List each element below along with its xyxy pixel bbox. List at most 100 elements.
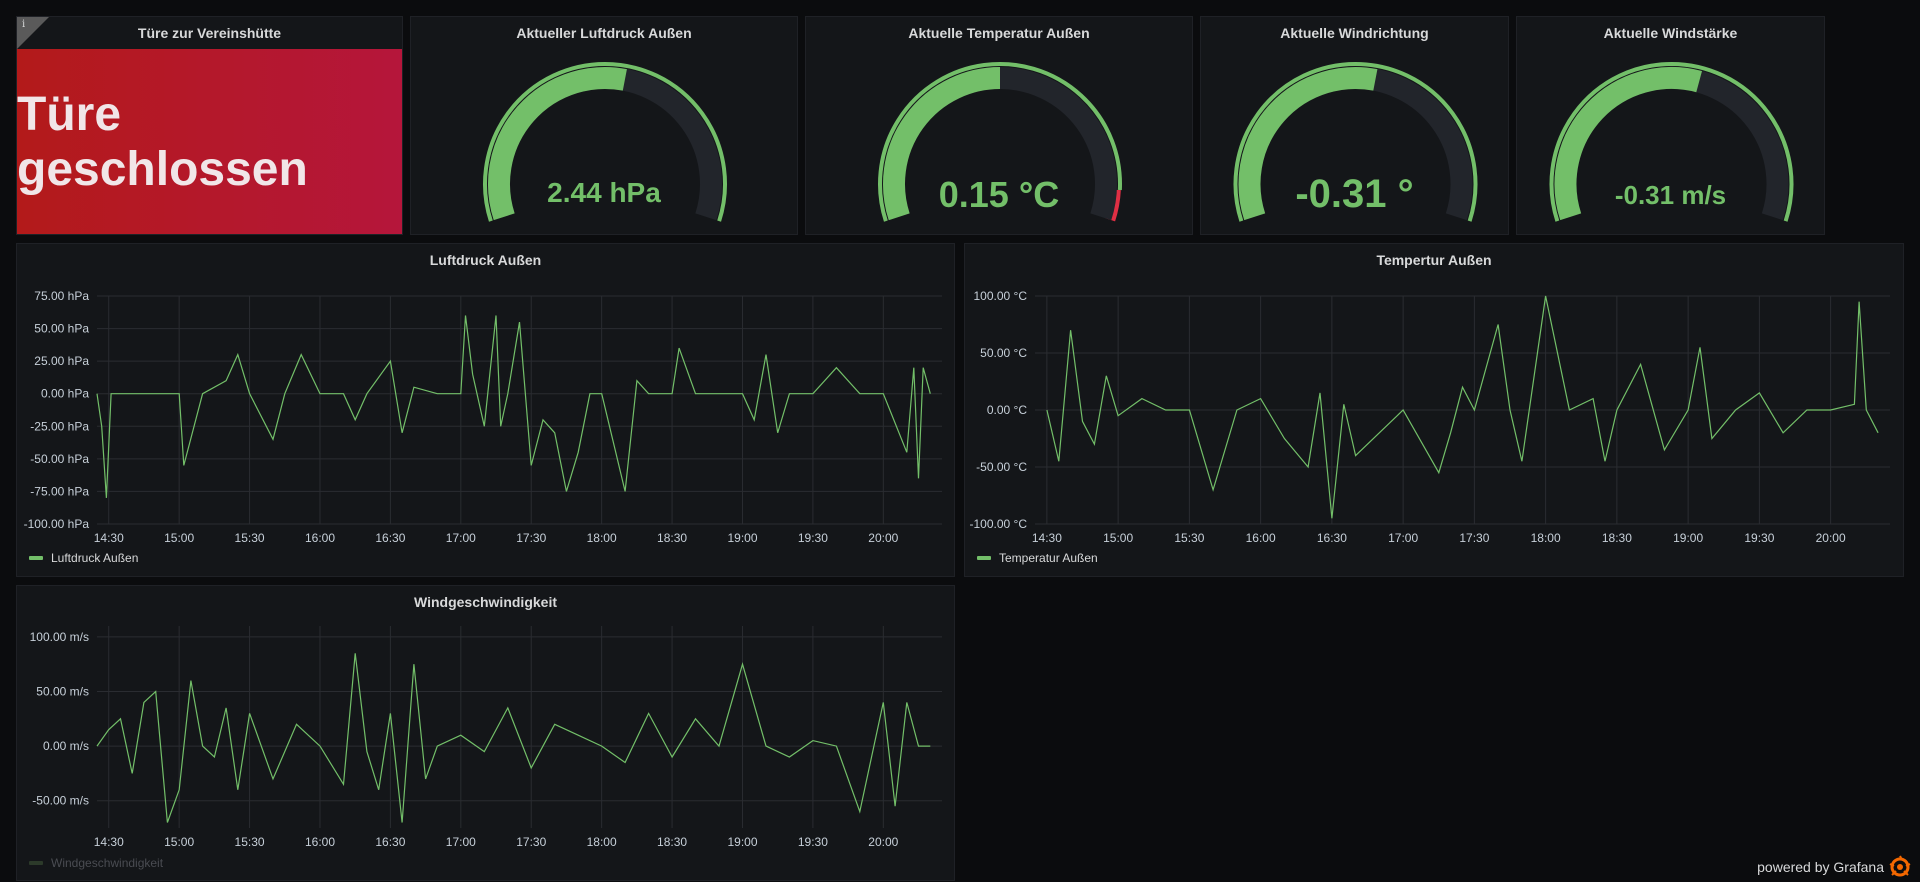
y-tick-label: -75.00 hPa [30,484,89,498]
panel-title[interactable]: Windgeschwindigkeit [414,594,557,610]
gauge-fill [883,67,1001,221]
x-tick-label: 15:00 [164,531,194,545]
x-tick-label: 15:30 [235,531,265,545]
chart-panel-temperature: Tempertur Außen 100.00 °C 50.00 °C 0.00 °C… [964,243,1904,577]
legend-label: Luftdruck Außen [51,551,139,565]
gauge-value: -0.31 ° [1295,172,1414,216]
legend-label: Temperatur Außen [999,551,1098,565]
info-icon[interactable]: i [22,19,26,30]
panel-title[interactable]: Aktuelle Windstärke [1603,25,1738,41]
y-tick-label: -100.00 hPa [24,517,90,531]
x-tick-label: 18:00 [1531,531,1561,545]
series-line [1046,295,1879,519]
panel-title[interactable]: Aktueller Luftdruck Außen [516,25,692,41]
x-tick-label: 16:30 [375,531,405,545]
gauge-threshold-ring [1233,62,1478,222]
x-tick-label: 15:30 [235,835,265,849]
x-tick-label: 15:30 [1174,531,1204,545]
x-tick-label: 15:00 [1103,531,1133,545]
x-tick-label: 16:30 [375,835,405,849]
y-tick-label: -100.00 °C [970,517,1028,531]
x-tick-label: 20:00 [868,531,898,545]
gauge-value: -0.31 m/s [1614,180,1727,210]
x-tick-label: 17:30 [516,835,546,849]
x-tick-label: 17:30 [516,531,546,545]
x-tick-label: 18:30 [657,835,687,849]
gauge-value: 0.15 °C [938,174,1060,215]
gauge [1233,62,1478,222]
gauge-fill [1554,67,1703,221]
y-tick-label: -50.00 m/s [32,794,89,808]
y-tick-label: 0.00 °C [987,403,1027,417]
y-tick-label: -25.00 hPa [30,419,89,433]
x-tick-label: 19:30 [798,531,828,545]
y-tick-label: 100.00 °C [973,289,1027,303]
x-tick-label: 18:00 [587,531,617,545]
x-tick-label: 14:30 [1032,531,1062,545]
x-tick-label: 18:30 [657,531,687,545]
gauge-panel-wind-direction: Aktuelle Windrichtung -0.31 ° [1200,16,1509,235]
x-tick-label: 19:30 [798,835,828,849]
gauge-threshold-ring [1549,62,1794,222]
y-tick-label: -50.00 hPa [30,452,89,466]
x-tick-label: 17:00 [446,835,476,849]
status-value: Türe geschlossen [17,49,402,234]
y-tick-label: 25.00 hPa [34,354,89,368]
powered-by-text[interactable]: powered by Grafana [1757,859,1884,875]
chart-panel-pressure: Luftdruck Außen 75.00 hPa 50.00 hPa 25.00 … [16,243,955,577]
gauge-fill [1238,67,1378,221]
legend-label: Windgeschwindigkeit [51,856,164,870]
gauge-panel-wind-speed: Aktuelle Windstärke -0.31 m/s [1516,16,1825,235]
status-panel: i Türe zur Vereinshütte Türe geschlossen [16,16,403,235]
wind-chart[interactable]: 100.00 m/s 50.00 m/s 0.00 m/s -50.00 m/s 14:… [17,586,956,882]
y-tick-label: 50.00 hPa [34,322,89,336]
gauge [483,62,727,222]
y-tick-label: 0.00 m/s [43,739,89,753]
y-tick-label: -50.00 °C [976,460,1027,474]
panel-title[interactable]: Türe zur Vereinshütte [137,25,282,41]
x-tick-label: 16:00 [1246,531,1276,545]
series-line [96,315,931,498]
x-tick-label: 20:00 [868,835,898,849]
gauge-threshold-ring [878,62,1122,222]
x-tick-label: 17:30 [1459,531,1489,545]
x-tick-label: 19:00 [1673,531,1703,545]
panel-title[interactable]: Luftdruck Außen [429,252,542,268]
info-corner[interactable] [17,17,49,49]
y-tick-label: 100.00 m/s [30,630,89,644]
x-tick-label: 19:00 [727,835,757,849]
gauge [878,62,1122,222]
x-tick-label: 15:00 [164,835,194,849]
gauge-threshold-ring [483,62,727,222]
legend-swatch [29,861,43,865]
y-tick-label: 50.00 m/s [36,685,89,699]
x-tick-label: 17:00 [1388,531,1418,545]
x-tick-label: 20:00 [1816,531,1846,545]
legend[interactable]: Temperatur Außen [977,551,1098,565]
x-tick-label: 16:30 [1317,531,1347,545]
x-tick-label: 14:30 [94,835,124,849]
panel-title[interactable]: Aktuelle Windrichtung [1280,25,1429,41]
x-tick-label: 18:00 [587,835,617,849]
y-tick-label: 0.00 hPa [41,387,89,401]
gauge-panel-temperature: Aktuelle Temperatur Außen 0.15 °C [805,16,1193,235]
grafana-logo-icon[interactable] [1888,855,1912,879]
legend[interactable]: Luftdruck Außen [29,551,138,565]
chart-panel-wind: Windgeschwindigkeit 100.00 m/s 50.00 m/s 0… [16,585,955,881]
gauge-value: 2.44 hPa [547,177,661,208]
x-tick-label: 14:30 [94,531,124,545]
gauge-fill [488,67,627,221]
gauge-panel-pressure: Aktueller Luftdruck Außen 2.44 hPa [410,16,798,235]
y-tick-label: 50.00 °C [980,346,1027,360]
panel-title[interactable]: Tempertur Außen [1376,252,1492,268]
gauge [1549,62,1794,222]
temperature-chart[interactable]: 100.00 °C 50.00 °C 0.00 °C -50.00 °C -100.00… [965,244,1905,578]
x-tick-label: 16:00 [305,531,335,545]
x-tick-label: 19:00 [727,531,757,545]
x-tick-label: 18:30 [1602,531,1632,545]
legend[interactable]: Windgeschwindigkeit [29,856,163,870]
panel-title[interactable]: Aktuelle Temperatur Außen [908,25,1090,41]
x-tick-label: 17:00 [446,531,476,545]
pressure-chart[interactable]: 75.00 hPa 50.00 hPa 25.00 hPa 0.00 hPa -25.0… [17,244,956,578]
legend-swatch [977,556,991,560]
